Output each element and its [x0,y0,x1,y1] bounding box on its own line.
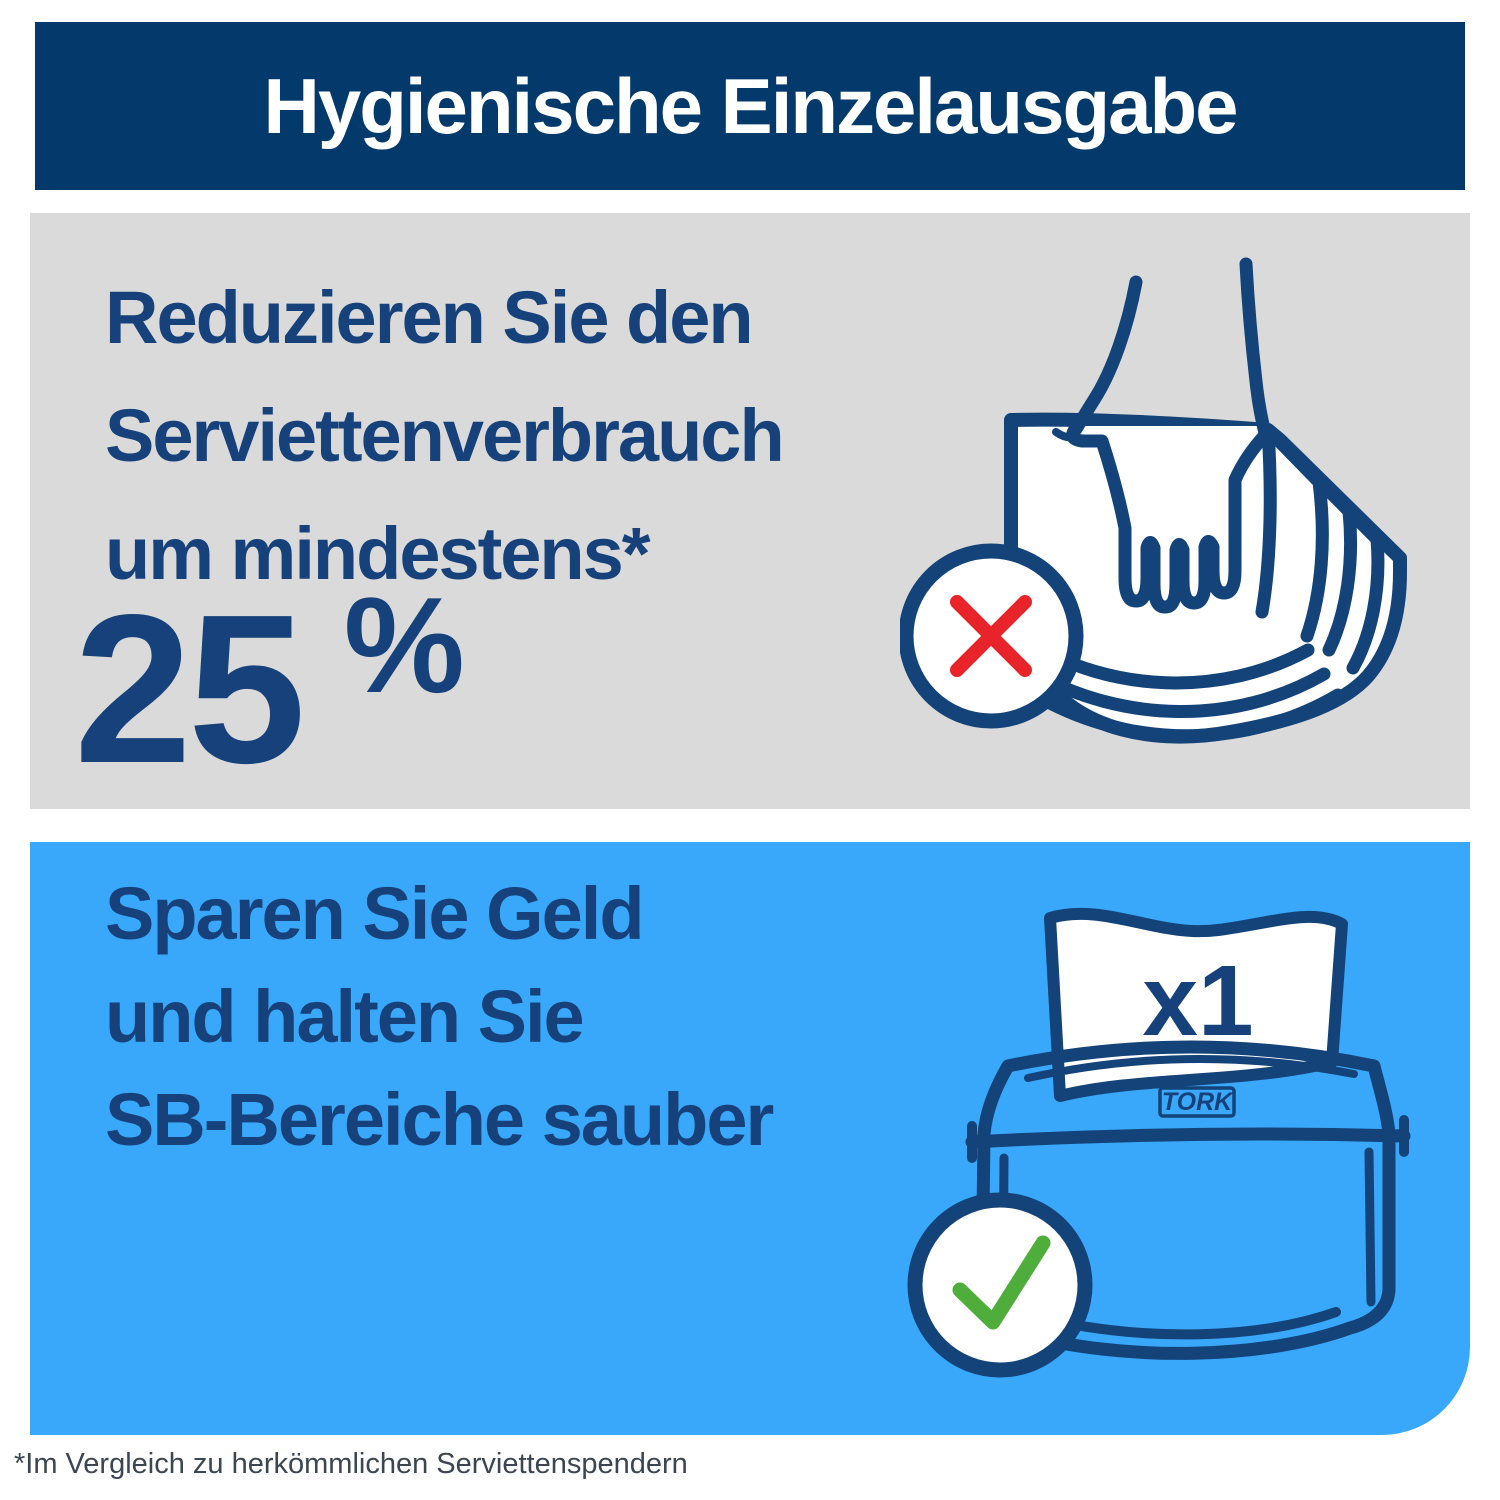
hand-outline [1066,421,1273,614]
reduction-stat: 25 % [74,570,465,807]
shelf-band-caps [967,1115,1409,1163]
save-headline-line1: Sparen Sie Geld [105,872,645,955]
sheet-edge-4 [1336,498,1385,675]
sheet-edge-1 [1255,423,1277,619]
tork-logo-text: TORK [1162,1088,1234,1116]
footnote: *Im Vergleich zu herkömmlichen Serviette… [14,1448,688,1480]
dispenser-shelf-band [965,1127,1411,1149]
dispenser-rim-inner [1024,1054,1358,1082]
tork-logo-box [1158,1086,1236,1118]
save-headline: Sparen Sie Geld und halten Sie SB-Bereic… [105,862,774,1171]
fold-wave-2 [1029,667,1331,718]
save-money-panel: Sparen Sie Geld und halten Sie SB-Bereic… [30,842,1470,1435]
check-icon [952,1235,1051,1330]
tork-swoosh-icon [1160,1075,1232,1086]
reduction-stat-value: 25 [74,570,306,807]
reduction-stat-unit: % [343,569,465,721]
reduce-consumption-panel: Reduzieren Sie den Serviettenverbrauch u… [30,213,1470,809]
page-title: Hygienische Einzelausgabe [263,61,1238,150]
save-headline-line3: SB-Bereiche sauber [105,1078,774,1161]
reduce-headline-line3: um mindestens* [105,512,651,595]
hand-grabbing-napkins-illustration [900,257,1407,744]
wrist-line-right [1239,257,1272,440]
napkin-count-label: x1 [1142,945,1253,1057]
save-headline-line2: und halten Sie [105,975,585,1058]
cross-icon [950,595,1032,677]
reduce-headline-line1: Reduzieren Sie den [105,276,754,359]
reduce-headline: Reduzieren Sie den Serviettenverbrauch u… [105,259,785,613]
wrist-line-left [1069,275,1143,436]
fold-wave-3 [1043,688,1345,743]
check-badge [907,1192,1093,1378]
napkin-dispenser-illustration: x1 TORK [907,907,1411,1378]
top-banner: Hygienische Einzelausgabe [35,22,1465,190]
tork-logo: TORK [1158,1075,1236,1118]
reduce-headline-line2: Serviettenverbrauch [105,394,785,477]
